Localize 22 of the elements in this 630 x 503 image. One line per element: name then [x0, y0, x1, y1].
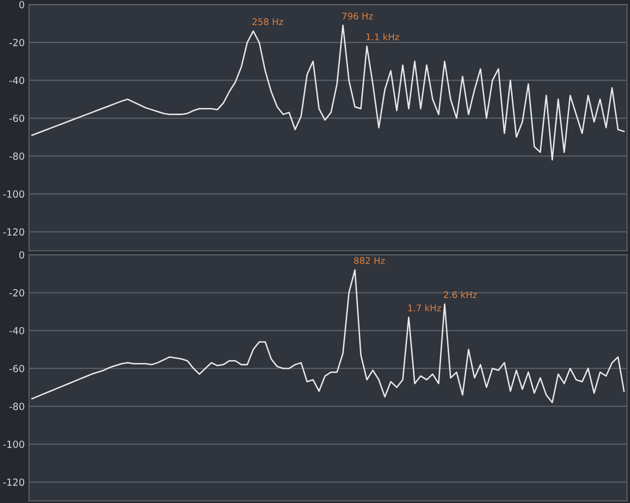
y-tick-label: -80	[9, 402, 24, 410]
y-tick-label: -120	[3, 478, 24, 486]
annotation: 258 Hz	[252, 18, 284, 26]
annotation: 1.1 kHz	[366, 33, 400, 40]
y-tick-label: -60	[9, 114, 24, 122]
y-tick-label: -20	[9, 289, 24, 296]
y-tick-label: -120	[3, 228, 24, 236]
annotation: 796 Hz	[342, 12, 373, 20]
y-tick-label: -60	[9, 364, 24, 372]
line-series	[31, 269, 625, 404]
line-series	[31, 24, 625, 161]
y-tick-label: -100	[3, 440, 24, 448]
y-tick-label: -20	[9, 38, 24, 46]
y-tick-label: 0	[19, 251, 24, 259]
y-tick-label: -40	[9, 76, 24, 84]
y-tick-label: -100	[3, 190, 24, 198]
annotation: 1.7 kHz	[408, 304, 441, 312]
y-tick-label: -40	[9, 327, 24, 334]
y-tick-label: 0	[19, 1, 24, 8]
annotation: 2.6 kHz	[444, 291, 477, 298]
annotation: 882 Hz	[354, 257, 385, 264]
y-tick-label: -80	[9, 152, 24, 160]
